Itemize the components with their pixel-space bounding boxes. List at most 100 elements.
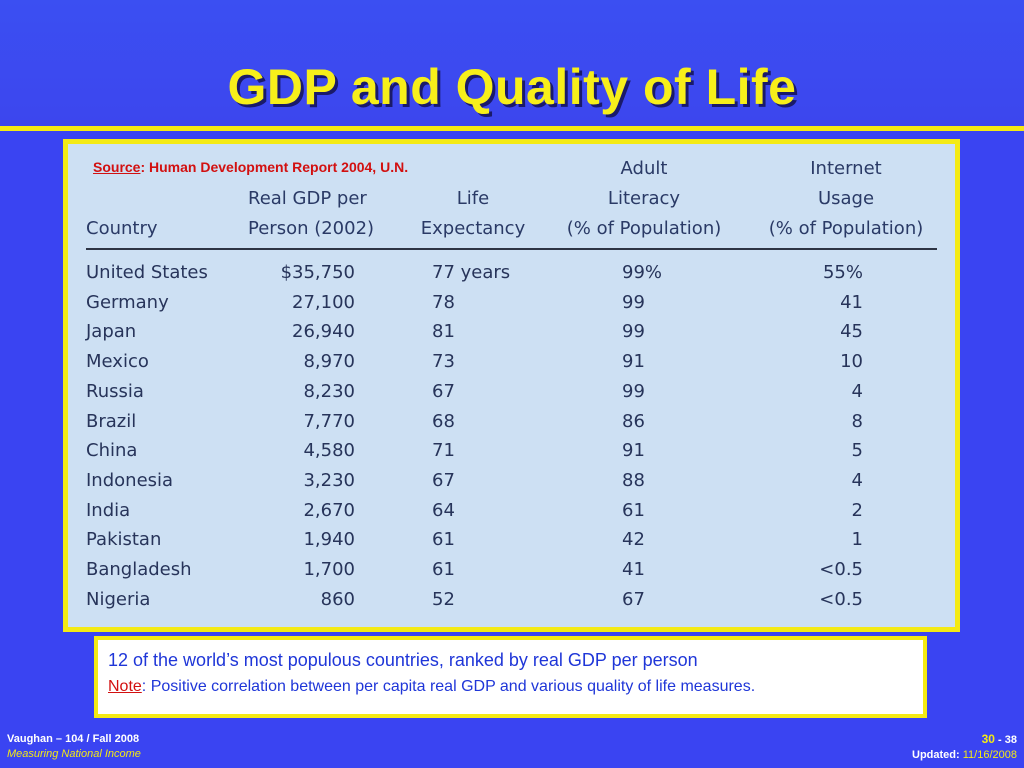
cell-country: Japan xyxy=(86,321,137,343)
cell-country: India xyxy=(86,499,131,521)
note-summary: 12 of the world’s most populous countrie… xyxy=(108,650,698,670)
note-text: : Positive correlation between per capit… xyxy=(141,678,756,695)
cell-gdp: 8,230 xyxy=(303,380,355,402)
cell-life-expectancy: 68 xyxy=(432,410,455,432)
header-internet-line2: Usage xyxy=(817,188,875,209)
cell-internet: <0.5 xyxy=(819,559,863,580)
slide-number: 30 xyxy=(981,732,995,746)
cell-gdp: $35,750 xyxy=(280,262,355,283)
cell-life-expectancy: 71 xyxy=(432,440,455,462)
slide-total: 38 xyxy=(1004,734,1017,746)
source-text: : Human Development Report 2004, U.N. xyxy=(140,159,409,175)
cell-internet: 4 xyxy=(851,469,863,491)
cell-literacy: 91 xyxy=(622,351,645,373)
cell-literacy: 67 xyxy=(622,588,645,610)
title-divider xyxy=(0,126,1024,131)
cell-life-expectancy: 81 xyxy=(432,321,455,343)
cell-gdp: 1,940 xyxy=(303,529,355,551)
cell-internet: 45 xyxy=(840,321,863,343)
title-band xyxy=(0,0,1024,126)
table-row: Indonesia 3,230 67 88 4 xyxy=(68,466,955,496)
cell-internet: <0.5 xyxy=(819,588,863,610)
header-literacy-line2: Literacy xyxy=(607,188,681,209)
cell-country: Germany xyxy=(86,291,169,313)
table-row: India 2,670 64 61 2 xyxy=(68,496,955,526)
slide-separator: - xyxy=(994,734,1005,746)
cell-gdp: 4,580 xyxy=(303,440,355,462)
cell-internet: 1 xyxy=(851,529,863,551)
header-life-line2: Expectancy xyxy=(420,218,526,239)
cell-country: United States xyxy=(86,262,208,283)
cell-literacy: 41 xyxy=(622,559,645,580)
cell-internet: 4 xyxy=(851,380,863,402)
table-row: Japan 26,940 81 99 45 xyxy=(68,317,955,347)
cell-life-expectancy: 67 xyxy=(432,469,455,491)
source-citation: Source: Human Development Report 2004, U… xyxy=(93,159,408,175)
cell-literacy: 86 xyxy=(622,410,645,432)
updated-line: Updated: 11/16/2008 xyxy=(912,748,1017,763)
cell-country: Russia xyxy=(86,380,144,402)
header-gdp-line1: Real GDP per xyxy=(248,188,367,209)
table-row: Bangladesh 1,700 61 41 <0.5 xyxy=(68,555,955,585)
table-row: Russia 8,230 67 99 4 xyxy=(68,377,955,407)
table-row: Brazil 7,770 68 86 8 xyxy=(68,407,955,437)
cell-country: Brazil xyxy=(86,410,137,432)
cell-country: Bangladesh xyxy=(86,559,192,580)
source-label: Source xyxy=(93,159,141,175)
header-internet-line3: (% of Population) xyxy=(768,218,924,239)
cell-life-expectancy: 77 years xyxy=(432,262,511,283)
header-divider xyxy=(86,248,937,250)
header-internet-line1: Internet xyxy=(810,158,882,179)
table-row: Pakistan 1,940 61 42 1 xyxy=(68,525,955,555)
cell-internet: 55% xyxy=(822,262,863,283)
header-literacy-line3: (% of Population) xyxy=(566,218,722,239)
note-box: 12 of the world’s most populous countrie… xyxy=(98,640,923,714)
cell-internet: 41 xyxy=(840,291,863,313)
cell-gdp: 8,970 xyxy=(303,351,355,373)
cell-life-expectancy: 52 xyxy=(432,588,455,610)
cell-gdp: 7,770 xyxy=(303,410,355,432)
cell-literacy: 99 xyxy=(622,321,645,343)
cell-life-expectancy: 61 xyxy=(432,559,455,580)
cell-literacy: 99 xyxy=(622,291,645,313)
table-row: Germany 27,100 78 99 41 xyxy=(68,288,955,318)
footer-author: Vaughan – 104 / Fall 2008 xyxy=(7,733,140,745)
cell-gdp: 26,940 xyxy=(292,321,355,343)
slide-counter: 30 - 38 xyxy=(912,732,1017,748)
cell-gdp: 1,700 xyxy=(303,559,355,580)
cell-internet: 2 xyxy=(851,499,863,521)
table-row: China 4,580 71 91 5 xyxy=(68,436,955,466)
slide-title: GDP and Quality of Life xyxy=(227,59,797,115)
cell-country: China xyxy=(86,440,138,462)
cell-internet: 5 xyxy=(851,440,863,462)
header-gdp-line2: Person (2002) xyxy=(248,218,375,239)
cell-life-expectancy: 61 xyxy=(432,529,455,551)
cell-country: Mexico xyxy=(86,351,149,373)
table-row: Mexico 8,970 73 91 10 xyxy=(68,347,955,377)
cell-country: Pakistan xyxy=(86,529,162,551)
note-label: Note xyxy=(108,678,142,695)
table-frame: Source: Human Development Report 2004, U… xyxy=(63,139,960,632)
cell-gdp: 27,100 xyxy=(292,291,355,313)
note-text-line: Note: Positive correlation between per c… xyxy=(108,678,913,696)
cell-gdp: 860 xyxy=(320,588,355,610)
footer-left: Vaughan – 104 / Fall 2008 Measuring Nati… xyxy=(7,732,141,762)
footer-right: 30 - 38 Updated: 11/16/2008 xyxy=(912,732,1017,763)
cell-country: Indonesia xyxy=(86,469,174,491)
cell-life-expectancy: 78 xyxy=(432,291,455,313)
cell-literacy: 91 xyxy=(622,440,645,462)
cell-internet: 8 xyxy=(851,410,863,432)
footer-course-title: Measuring National Income xyxy=(7,748,141,760)
cell-literacy: 88 xyxy=(622,469,645,491)
cell-life-expectancy: 67 xyxy=(432,380,455,402)
cell-country: Nigeria xyxy=(86,588,151,610)
data-table: Source: Human Development Report 2004, U… xyxy=(68,144,955,627)
table-row: United States $35,750 77 years 99% 55% xyxy=(68,258,955,288)
header-country: Country xyxy=(86,218,158,239)
cell-internet: 10 xyxy=(840,351,863,373)
cell-life-expectancy: 73 xyxy=(432,351,455,373)
cell-gdp: 3,230 xyxy=(303,469,355,491)
cell-gdp: 2,670 xyxy=(303,499,355,521)
note-frame: 12 of the world’s most populous countrie… xyxy=(94,636,927,718)
cell-literacy: 99 xyxy=(622,380,645,402)
